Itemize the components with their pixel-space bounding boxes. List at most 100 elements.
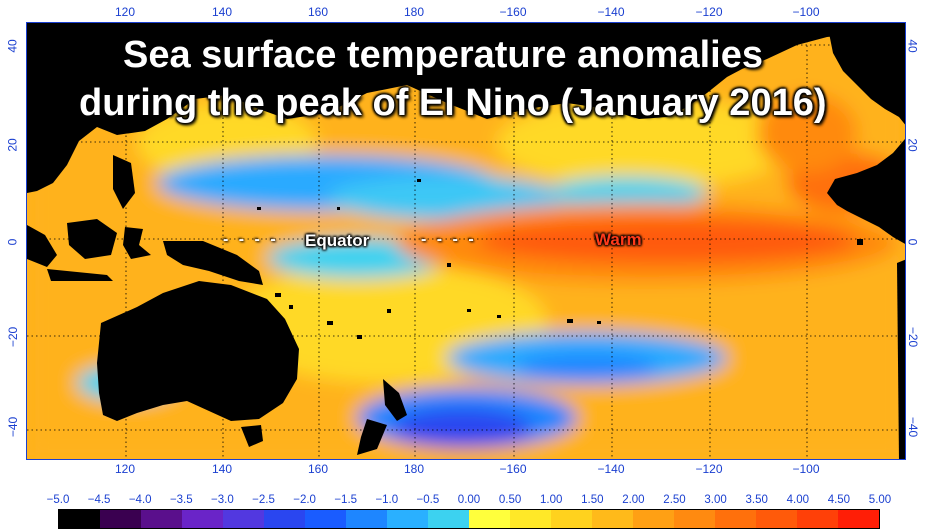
colorbar-tick-label: 0.00 xyxy=(457,494,481,506)
map-title-line-1: Sea surface temperature anomalies xyxy=(123,34,763,76)
lat-tick: −40 xyxy=(906,416,921,438)
colorbar-swatch xyxy=(797,510,838,528)
lon-tick: 120 xyxy=(114,5,136,19)
lat-tick: 20 xyxy=(905,138,920,152)
colorbar-tick-label: −3.5 xyxy=(169,494,193,506)
island xyxy=(337,207,340,210)
island xyxy=(597,321,601,324)
lat-tick: 40 xyxy=(905,39,920,53)
colorbar-swatch xyxy=(305,510,346,528)
lat-tick: 20 xyxy=(5,138,20,152)
tasmania xyxy=(241,425,263,447)
colorbar-tick-label: −2.5 xyxy=(252,494,275,506)
borneo xyxy=(67,219,117,259)
colorbar-swatch xyxy=(428,510,469,528)
lon-tick: −140 xyxy=(597,5,625,19)
colorbar-tick-label: −4.0 xyxy=(128,494,152,506)
australia xyxy=(97,281,299,421)
japan-islands xyxy=(267,79,307,101)
colorbar-tick-label: −3.0 xyxy=(211,494,234,506)
lat-tick: −20 xyxy=(906,326,921,348)
sst-anomaly-map: Sea surface temperature anomalies during… xyxy=(26,22,906,460)
colorbar-swatch xyxy=(264,510,305,528)
island xyxy=(857,239,863,245)
lon-tick: 120 xyxy=(114,462,136,476)
colorbar-swatch xyxy=(59,510,100,528)
map-title-line-2: during the peak of El Nino (January 2016… xyxy=(79,82,827,124)
grid-lines xyxy=(27,23,905,459)
colorbar-labels: −5.0 −4.5 −4.0 −3.5 −3.0 −2.5 −2.0 −1.5 −1.0 −0.5… xyxy=(0,494,930,508)
colorbar-swatch xyxy=(592,510,633,528)
strong-cool-area xyxy=(392,408,532,448)
south-america xyxy=(897,259,905,459)
cool-anomaly-band xyxy=(517,354,657,382)
colorbar-swatch xyxy=(182,510,223,528)
colorbar-swatch xyxy=(141,510,182,528)
colorbar-tick-label: −0.5 xyxy=(416,494,440,506)
island xyxy=(497,315,501,318)
cool-anomaly-band xyxy=(547,177,707,209)
colorbar-tick-label: 2.50 xyxy=(663,494,686,506)
asia-landmass xyxy=(27,23,905,193)
lon-tick: −120 xyxy=(695,462,723,476)
lon-tick: −160 xyxy=(499,5,527,19)
warm-label: Warm xyxy=(595,230,642,249)
colorbar-tick-label: −1.5 xyxy=(334,494,358,506)
island xyxy=(447,263,451,267)
colorbar-swatch xyxy=(510,510,551,528)
pacific-islands xyxy=(257,179,863,339)
sulawesi xyxy=(123,227,151,259)
lon-tick: 180 xyxy=(403,462,425,476)
colorbar-tick-label: 3.00 xyxy=(704,494,727,506)
new-zealand xyxy=(357,379,407,455)
colorbar-tick-label: −1.0 xyxy=(375,494,399,506)
colorbar-tick-label: 3.50 xyxy=(745,494,768,506)
new-guinea xyxy=(163,241,263,285)
lon-tick: 180 xyxy=(403,5,425,19)
equator-label: Equator xyxy=(305,231,370,250)
colorbar-tick-label: 1.00 xyxy=(539,494,563,506)
sumatra xyxy=(27,225,57,267)
island xyxy=(327,321,333,325)
island xyxy=(289,305,293,309)
island xyxy=(467,309,471,312)
equator-dashes-right: - - - - xyxy=(421,231,477,248)
warm-anomaly-tongue xyxy=(757,93,857,173)
colorbar-tick-label: 4.00 xyxy=(786,494,809,506)
lat-tick: 40 xyxy=(5,39,20,53)
philippines xyxy=(113,155,135,209)
landmasses xyxy=(27,23,905,459)
island xyxy=(275,293,281,297)
lat-tick: −40 xyxy=(6,416,21,438)
equator-dashes-left: - - - - xyxy=(223,231,279,248)
lon-tick: 160 xyxy=(307,462,329,476)
lon-tick: −120 xyxy=(695,5,723,19)
island xyxy=(257,207,261,210)
lat-tick: 0 xyxy=(905,238,920,246)
lon-tick: 160 xyxy=(307,5,329,19)
colorbar xyxy=(58,509,880,529)
colorbar-swatch xyxy=(674,510,715,528)
island xyxy=(357,335,362,339)
colorbar-swatch xyxy=(756,510,797,528)
colorbar-swatch xyxy=(551,510,592,528)
java xyxy=(47,269,113,281)
colorbar-swatch xyxy=(838,510,879,528)
colorbar-swatch xyxy=(387,510,428,528)
lon-tick: −160 xyxy=(499,462,527,476)
colorbar-swatch xyxy=(346,510,387,528)
lon-tick: −100 xyxy=(792,462,820,476)
colorbar-tick-label: 0.50 xyxy=(498,494,522,506)
colorbar-tick-label: −5.0 xyxy=(46,494,70,506)
colorbar-tick-label: 4.50 xyxy=(827,494,851,506)
colorbar-tick-label: −4.5 xyxy=(87,494,111,506)
central-america xyxy=(827,23,905,244)
lat-tick: 0 xyxy=(5,238,20,246)
island xyxy=(417,179,421,182)
colorbar-swatch xyxy=(223,510,264,528)
lat-tick: −20 xyxy=(6,326,21,348)
warm-anomaly-tongue xyxy=(477,219,857,263)
colorbar-tick-label: −2.0 xyxy=(293,494,316,506)
lon-tick: −140 xyxy=(597,462,625,476)
island xyxy=(567,319,573,323)
